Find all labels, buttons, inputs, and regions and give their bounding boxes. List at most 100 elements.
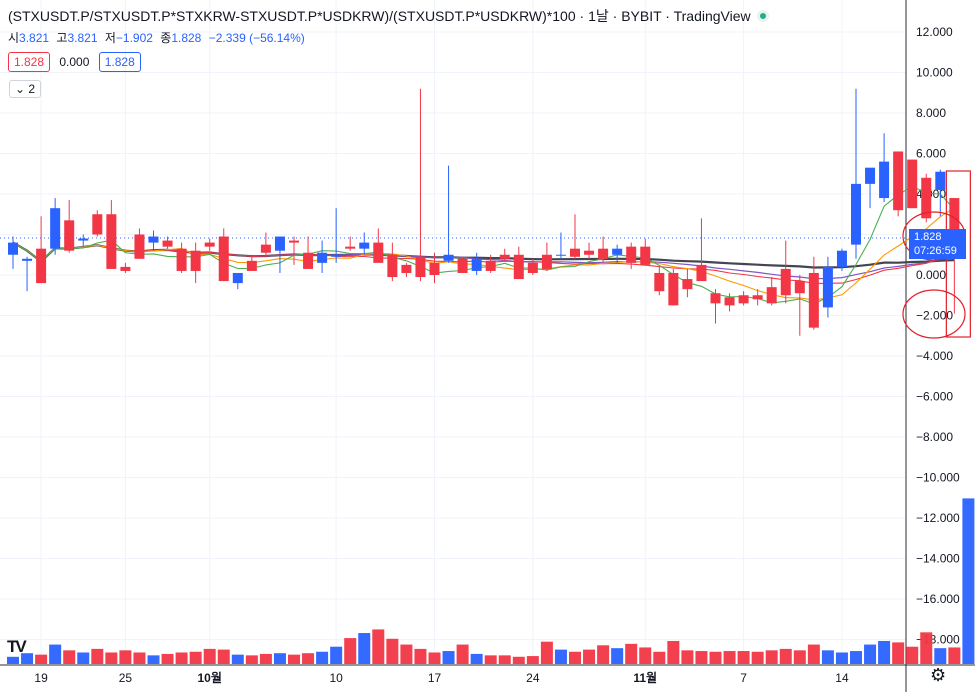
volume-bar	[161, 653, 174, 664]
volume-bar	[119, 650, 132, 664]
volume-bar	[920, 632, 933, 664]
candle-body	[387, 254, 398, 278]
volume-bar	[498, 655, 511, 664]
candle-body	[401, 264, 412, 273]
volume-bar	[428, 652, 441, 664]
volume-bar	[372, 629, 385, 664]
candle-body	[879, 161, 890, 199]
volume-bar	[864, 644, 877, 664]
volume-bar	[288, 654, 300, 664]
volume-bar	[21, 653, 34, 664]
volume-bar	[723, 651, 736, 664]
y-tick-label: 0.000	[916, 268, 946, 282]
volume-bar	[470, 653, 483, 664]
candle-body	[541, 254, 552, 269]
interval-label[interactable]: 1날	[588, 8, 609, 24]
volume-bar	[667, 640, 680, 664]
candle-body	[204, 242, 215, 247]
candle-body	[766, 287, 777, 304]
volume-bar	[751, 651, 764, 664]
volume-bar	[217, 649, 230, 664]
exchange-label: BYBIT	[621, 8, 662, 24]
volume-bar	[7, 656, 19, 664]
gear-icon[interactable]: ⚙	[930, 665, 947, 685]
y-tick-label: −12.000	[916, 511, 960, 525]
volume-bar	[540, 641, 553, 664]
symbol-name[interactable]: (STXUSDT.P/STXUSDT.P*STXKRW-STXUSDT.P*US…	[8, 8, 576, 24]
volume-bar	[442, 651, 455, 664]
y-tick-label: −8.000	[916, 430, 953, 444]
volume-bar	[302, 653, 315, 664]
volume-bar	[554, 649, 567, 664]
candle-body	[359, 242, 370, 249]
volume-bar	[765, 650, 778, 664]
candle-body	[598, 248, 609, 259]
candle-body	[682, 279, 693, 290]
candle-body	[822, 266, 833, 308]
indicators-collapse-button[interactable]: ⌄ 2	[9, 80, 42, 98]
last-price-value: 1.828	[914, 231, 942, 243]
candle-body	[710, 293, 721, 304]
candle-body	[303, 252, 314, 269]
volume-bar	[681, 650, 694, 664]
x-tick-label: 14	[835, 671, 849, 685]
candle-body	[907, 159, 918, 209]
candle-body	[274, 236, 285, 251]
candle-body	[106, 214, 117, 269]
volume-bar	[892, 642, 905, 664]
y-tick-label: 12.000	[916, 25, 953, 39]
x-tick-label: 24	[526, 671, 540, 685]
candle-body	[893, 151, 904, 211]
candle-body	[654, 272, 665, 292]
y-tick-label: −14.000	[916, 552, 960, 566]
x-tick-label: 17	[428, 671, 442, 685]
x-tick-label: 10	[329, 671, 343, 685]
indicator-left-value: 1.828	[8, 52, 51, 72]
volume-bar	[709, 651, 722, 664]
volume-bar	[737, 651, 750, 664]
y-tick-label: 8.000	[916, 106, 946, 120]
candle-body	[640, 246, 651, 265]
volume-bar	[779, 648, 792, 664]
chart-legend-title: (STXUSDT.P/STXUSDT.P*STXKRW-STXUSDT.P*US…	[8, 6, 769, 26]
candle-body	[429, 262, 440, 275]
candle-body	[246, 260, 257, 271]
candle-body	[289, 240, 299, 243]
volume-bar	[793, 650, 806, 664]
candle-body	[471, 258, 482, 271]
candle-body	[738, 295, 749, 304]
candle-body	[584, 250, 595, 255]
volume-bar	[414, 648, 427, 664]
candle-body	[317, 252, 328, 263]
candle-body	[162, 240, 173, 247]
indicator-values: 1.828 0.000 1.828	[8, 52, 141, 72]
volume-bar	[189, 651, 202, 664]
x-tick-label: 10월	[198, 670, 222, 685]
volume-bar	[386, 638, 399, 664]
tradingview-logo-icon[interactable]: TV	[7, 637, 27, 656]
candle-body	[134, 234, 145, 259]
x-tick-label: 11월	[633, 670, 657, 685]
volume-bar	[147, 655, 160, 664]
volume-bar	[639, 647, 652, 664]
volume-bar	[259, 653, 272, 664]
candle-body	[92, 214, 103, 235]
candle-body	[527, 262, 538, 273]
volume-bar	[512, 656, 525, 664]
candle-body	[935, 171, 946, 190]
volume-bar	[850, 651, 862, 664]
volume-bar	[484, 655, 497, 664]
volume-bar	[175, 652, 188, 664]
candle-body	[176, 248, 187, 271]
candle-body	[851, 183, 861, 245]
volume-bar	[526, 656, 539, 664]
low-value: −1.902	[115, 31, 153, 45]
candle-body	[64, 220, 75, 251]
candle-body	[696, 264, 707, 282]
volume-bar	[695, 651, 708, 664]
volume-bar	[77, 652, 90, 664]
candle-body	[921, 177, 932, 219]
volume-bar	[400, 644, 413, 664]
candle-body	[570, 248, 580, 257]
